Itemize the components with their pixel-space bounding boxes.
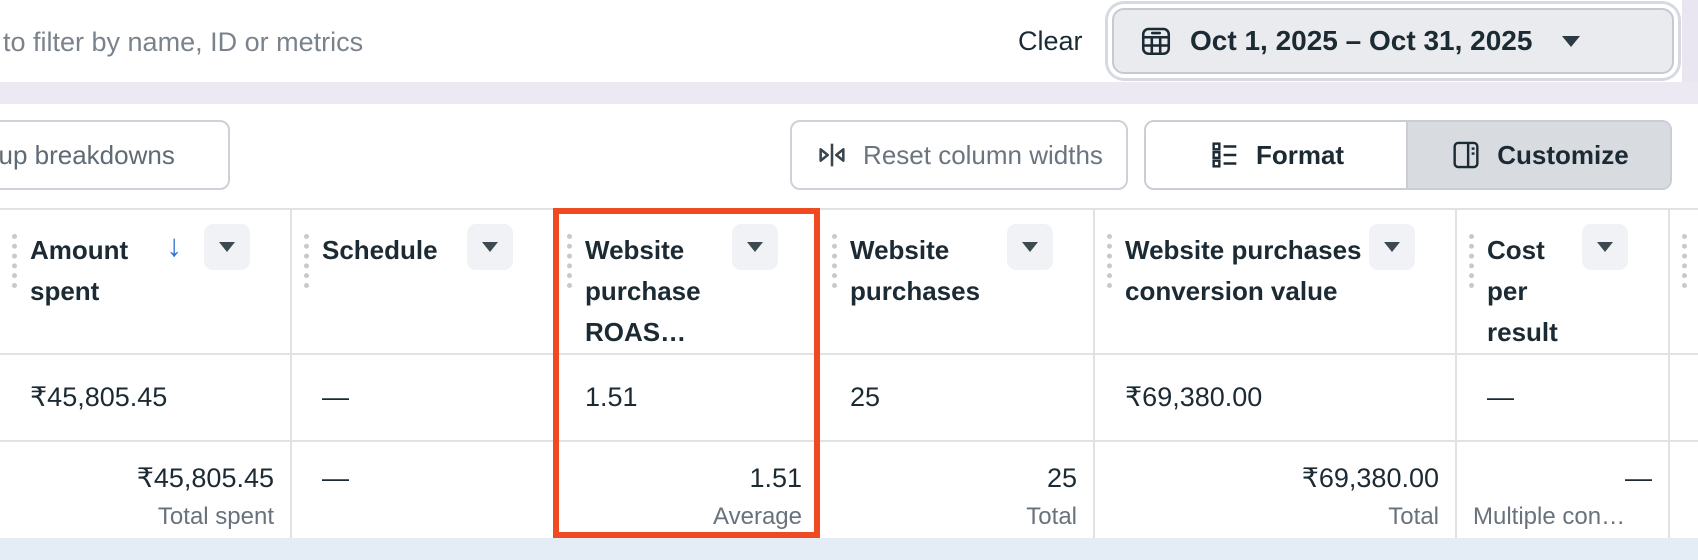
- column-header-partial[interactable]: [1668, 208, 1698, 353]
- total-purchases-conversion-value: ₹69,380.00 Total: [1093, 440, 1455, 538]
- column-menu-button[interactable]: [467, 224, 513, 270]
- column-header-label: Cost per result: [1487, 235, 1558, 347]
- total-cost-per-result: — Multiple con…: [1455, 440, 1668, 538]
- column-header-label: Website purchases conversion value: [1125, 235, 1362, 306]
- total-label: Average: [713, 503, 802, 530]
- drag-handle-icon[interactable]: [1107, 234, 1112, 288]
- drag-handle-icon[interactable]: [832, 234, 837, 288]
- calendar-icon: [1138, 23, 1174, 59]
- total-label: Total: [1388, 503, 1439, 530]
- column-header-label: Website purchases: [850, 235, 981, 306]
- cell-purchases-conversion-value[interactable]: ₹69,380.00: [1093, 353, 1455, 440]
- table-toolbar: Group breakdowns Reset column widths: [0, 104, 1698, 208]
- metrics-table: Amount spent ↓ Schedule Website purchase…: [0, 208, 1698, 538]
- column-header-schedule[interactable]: Schedule: [290, 208, 553, 353]
- total-amount-spent: ₹45,805.45 Total spent: [0, 440, 290, 538]
- cell-cost-per-result[interactable]: —: [1455, 353, 1668, 440]
- date-range-picker[interactable]: Oct 1, 2025 – Oct 31, 2025: [1112, 8, 1674, 74]
- total-partial: [1668, 440, 1698, 538]
- date-range-label: Oct 1, 2025 – Oct 31, 2025: [1190, 25, 1533, 56]
- column-menu-button[interactable]: [204, 224, 250, 270]
- format-customize-segmented-control: Format Customize: [1144, 120, 1672, 190]
- search-filter-placeholder[interactable]: to filter by name, ID or metrics: [3, 27, 364, 57]
- total-value: 25: [1046, 463, 1077, 493]
- column-header-label: Amount spent: [30, 235, 129, 306]
- total-label: Total: [1026, 503, 1077, 530]
- total-website-purchases: 25 Total: [818, 440, 1093, 538]
- group-breakdowns-button[interactable]: Group breakdowns: [0, 120, 230, 190]
- breakdowns-button-label: Group breakdowns: [0, 139, 175, 170]
- drag-handle-icon[interactable]: [1682, 234, 1687, 288]
- sort-descending-icon[interactable]: ↓: [166, 228, 183, 263]
- column-header-purchases-conversion-value[interactable]: Website purchases conversion value: [1093, 208, 1455, 353]
- column-header-label: Website purchase ROAS…: [585, 235, 701, 347]
- customize-button-label: Customize: [1497, 139, 1629, 170]
- bottom-background-strip: [0, 538, 1698, 560]
- cell-website-purchases[interactable]: 25: [818, 353, 1093, 440]
- total-label: Multiple con…: [1473, 503, 1626, 530]
- chevron-down-icon: [1562, 35, 1581, 47]
- column-menu-button[interactable]: [1369, 224, 1415, 270]
- customize-button[interactable]: Customize: [1408, 122, 1670, 188]
- column-header-cost-per-result[interactable]: Cost per result: [1455, 208, 1668, 353]
- total-value: —: [1625, 463, 1652, 493]
- drag-handle-icon[interactable]: [12, 234, 17, 288]
- cell-partial: [1668, 353, 1698, 440]
- total-value: 1.51: [749, 463, 802, 493]
- column-header-label: Schedule: [322, 235, 438, 265]
- format-button-label: Format: [1255, 139, 1345, 170]
- filter-bar: to filter by name, ID or metrics Clear O…: [0, 0, 1698, 104]
- customize-icon: [1449, 138, 1483, 172]
- total-website-purchase-roas: 1.51 Average: [553, 440, 818, 538]
- section-divider-strip: [0, 82, 1698, 104]
- column-menu-button[interactable]: [1582, 224, 1628, 270]
- drag-handle-icon[interactable]: [304, 234, 309, 288]
- drag-handle-icon[interactable]: [1469, 234, 1474, 288]
- total-schedule: —: [290, 440, 553, 538]
- cell-schedule[interactable]: —: [290, 353, 553, 440]
- total-label: Total spent: [157, 503, 274, 530]
- column-header-amount-spent[interactable]: Amount spent ↓: [0, 208, 290, 353]
- column-menu-button[interactable]: [732, 224, 778, 270]
- drag-handle-icon[interactable]: [567, 234, 572, 288]
- clear-filters-button[interactable]: Clear: [1018, 26, 1083, 56]
- cell-amount-spent[interactable]: ₹45,805.45: [0, 353, 290, 440]
- total-value: ₹45,805.45: [136, 463, 274, 493]
- format-button[interactable]: Format: [1146, 122, 1408, 188]
- column-header-website-purchase-roas[interactable]: Website purchase ROAS…: [553, 208, 818, 353]
- format-icon: [1208, 138, 1242, 172]
- reset-columns-label: Reset column widths: [863, 139, 1103, 170]
- column-header-website-purchases[interactable]: Website purchases: [818, 208, 1093, 353]
- reset-columns-icon: [815, 138, 849, 172]
- column-menu-button[interactable]: [1007, 224, 1053, 270]
- page-background-strip: [1682, 0, 1698, 104]
- total-value: —: [322, 463, 349, 493]
- total-value: ₹69,380.00: [1301, 463, 1439, 493]
- cell-website-purchase-roas[interactable]: 1.51: [553, 353, 818, 440]
- reset-column-widths-button[interactable]: Reset column widths: [790, 120, 1128, 190]
